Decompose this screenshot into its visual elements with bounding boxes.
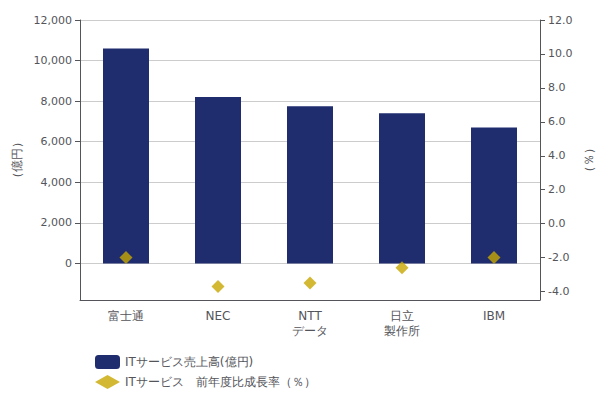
svg-text:12.0: 12.0 (548, 14, 573, 27)
svg-text:10,000: 10,000 (34, 54, 73, 67)
svg-text:富士通: 富士通 (108, 309, 144, 323)
svg-text:-4.0: -4.0 (548, 285, 569, 298)
svg-text:（億円）: （億円） (10, 136, 24, 184)
svg-text:4.0: 4.0 (548, 149, 566, 162)
svg-text:6.0: 6.0 (548, 115, 566, 128)
svg-text:8,000: 8,000 (41, 95, 73, 108)
svg-text:製作所: 製作所 (384, 324, 420, 338)
svg-text:8.0: 8.0 (548, 81, 566, 94)
svg-text:-2.0: -2.0 (548, 251, 569, 264)
svg-text:ITサービス売上高(億円): ITサービス売上高(億円) (125, 355, 253, 369)
svg-text:0: 0 (65, 257, 72, 270)
svg-text:12,000: 12,000 (34, 14, 73, 27)
svg-text:2,000: 2,000 (41, 216, 73, 229)
svg-text:NTT: NTT (298, 309, 322, 323)
svg-text:10.0: 10.0 (548, 47, 573, 60)
svg-text:6,000: 6,000 (41, 135, 73, 148)
svg-text:4,000: 4,000 (41, 176, 73, 189)
svg-text:IBM: IBM (483, 309, 505, 323)
svg-text:NEC: NEC (206, 309, 231, 323)
svg-text:2.0: 2.0 (548, 183, 566, 196)
svg-text:データ: データ (292, 324, 328, 338)
svg-text:日立: 日立 (390, 309, 414, 323)
svg-text:0.0: 0.0 (548, 217, 566, 230)
svg-text:ITサービス 前年度比成長率（％）: ITサービス 前年度比成長率（％） (125, 375, 316, 389)
svg-text:（％）: （％） (582, 142, 596, 178)
